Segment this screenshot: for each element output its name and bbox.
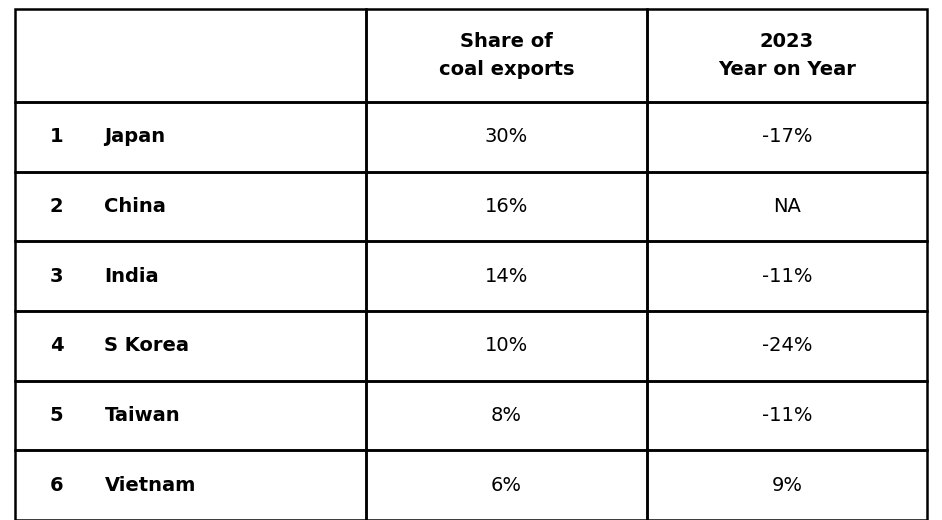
Bar bbox=[647, 450, 927, 520]
Text: China: China bbox=[105, 197, 167, 216]
Bar bbox=[647, 311, 927, 381]
Bar bbox=[15, 311, 366, 381]
Bar bbox=[15, 9, 366, 102]
Bar bbox=[15, 450, 366, 520]
Text: 1: 1 bbox=[50, 127, 63, 146]
Bar bbox=[647, 9, 927, 102]
Text: 14%: 14% bbox=[485, 267, 528, 285]
Text: 8%: 8% bbox=[491, 406, 522, 425]
Text: Japan: Japan bbox=[105, 127, 166, 146]
Text: Share of
coal exports: Share of coal exports bbox=[439, 32, 575, 79]
Bar bbox=[366, 241, 647, 311]
Bar bbox=[647, 381, 927, 450]
Bar bbox=[15, 241, 366, 311]
Text: India: India bbox=[105, 267, 159, 285]
Text: S Korea: S Korea bbox=[105, 336, 189, 355]
Text: 3: 3 bbox=[50, 267, 63, 285]
Bar bbox=[366, 9, 647, 102]
Text: NA: NA bbox=[773, 197, 801, 216]
Text: 6%: 6% bbox=[491, 476, 522, 495]
Text: 2: 2 bbox=[50, 197, 63, 216]
Text: 2023
Year on Year: 2023 Year on Year bbox=[718, 32, 856, 79]
Bar bbox=[366, 450, 647, 520]
Bar bbox=[15, 172, 366, 241]
Bar bbox=[647, 241, 927, 311]
Bar bbox=[15, 381, 366, 450]
Bar bbox=[15, 102, 366, 172]
Bar bbox=[647, 102, 927, 172]
Text: 16%: 16% bbox=[485, 197, 528, 216]
Text: 4: 4 bbox=[50, 336, 63, 355]
Bar bbox=[366, 102, 647, 172]
Text: 10%: 10% bbox=[485, 336, 528, 355]
Text: 6: 6 bbox=[50, 476, 63, 495]
Text: Taiwan: Taiwan bbox=[105, 406, 180, 425]
Text: 5: 5 bbox=[50, 406, 63, 425]
Text: -24%: -24% bbox=[762, 336, 812, 355]
Bar bbox=[647, 172, 927, 241]
Text: -11%: -11% bbox=[762, 406, 812, 425]
Text: 30%: 30% bbox=[485, 127, 528, 146]
Text: Vietnam: Vietnam bbox=[105, 476, 196, 495]
Bar bbox=[366, 311, 647, 381]
Text: 9%: 9% bbox=[771, 476, 803, 495]
Text: -11%: -11% bbox=[762, 267, 812, 285]
Bar bbox=[366, 172, 647, 241]
Text: -17%: -17% bbox=[762, 127, 812, 146]
Bar bbox=[366, 381, 647, 450]
